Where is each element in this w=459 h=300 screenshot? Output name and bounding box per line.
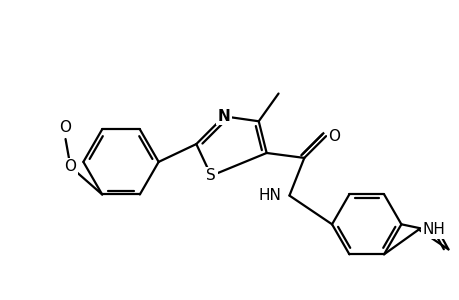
- Text: O: O: [327, 129, 339, 144]
- Text: S: S: [206, 168, 216, 183]
- Text: O: O: [59, 120, 72, 135]
- Text: NH: NH: [422, 222, 445, 237]
- Text: N: N: [217, 109, 230, 124]
- Text: HN: HN: [258, 188, 281, 203]
- Text: O: O: [64, 159, 76, 174]
